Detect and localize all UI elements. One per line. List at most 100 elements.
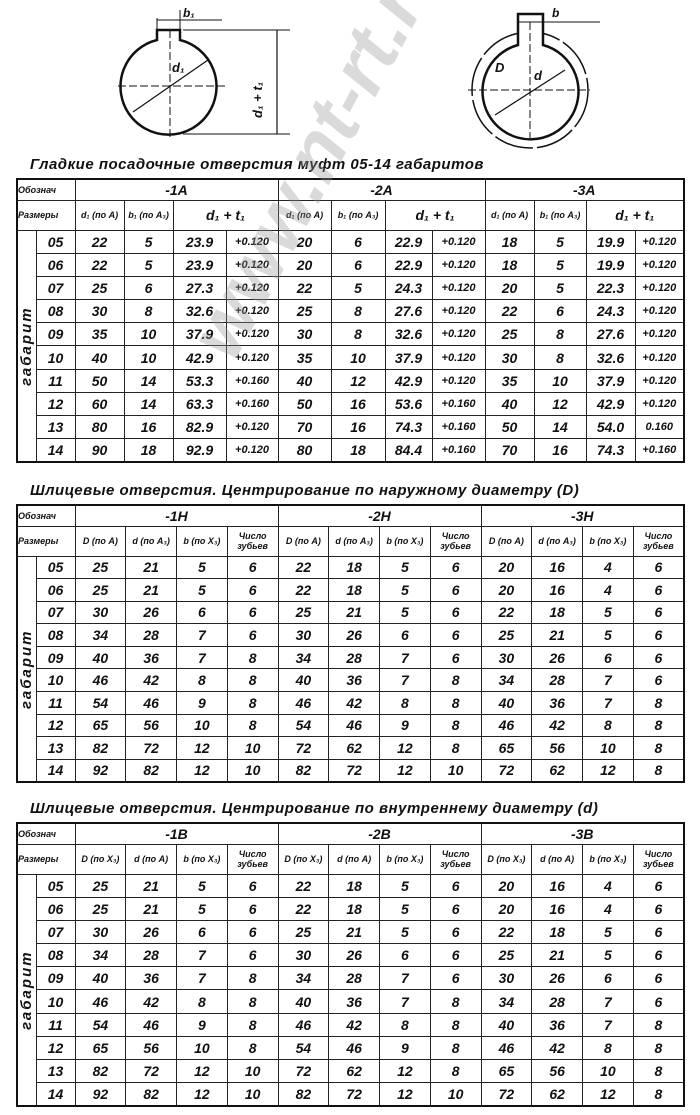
table-cell: 82 bbox=[74, 736, 127, 760]
sizes-header: Размеры bbox=[16, 843, 76, 875]
size-cell: 12 bbox=[35, 713, 76, 738]
table-cell: 9 bbox=[379, 713, 431, 738]
table-cell: +0.120 bbox=[634, 322, 685, 347]
table-cell: +0.120 bbox=[431, 252, 486, 277]
table-cell: 7 bbox=[582, 989, 634, 1014]
group-header: -1B bbox=[74, 822, 279, 845]
table-cell: 22 bbox=[277, 578, 330, 602]
table-cell: 7 bbox=[582, 691, 634, 715]
table-cell: 4 bbox=[582, 896, 634, 921]
table-cell: 4 bbox=[582, 873, 634, 898]
sizes-header: Размеры bbox=[16, 199, 76, 231]
table-cell: 23.9 bbox=[172, 229, 227, 254]
table-cell: 82 bbox=[74, 1058, 127, 1084]
table-row: габарит 05 22 5 23.9 +0.120 20 6 22.9 +0.120 18 5 19… bbox=[17, 229, 685, 462]
table-cell: 40 bbox=[74, 345, 125, 370]
table-cell: 18 bbox=[123, 438, 174, 463]
spline-inner-diameter-table: Обознач -1B -2B -3B Размеры D (по X₃) d (по A)… bbox=[16, 822, 686, 1107]
size-cell: 08 bbox=[35, 943, 76, 968]
table-cell: 74.3 bbox=[384, 414, 433, 440]
table-cell: 25 bbox=[74, 275, 125, 301]
table-cell: 6 bbox=[226, 943, 279, 968]
table-cell: 46 bbox=[480, 713, 533, 738]
table-cell: 12 bbox=[330, 368, 386, 393]
table-cell: 6 bbox=[429, 873, 482, 898]
table-cell: 16 bbox=[330, 414, 386, 440]
table-cell: 42 bbox=[531, 1035, 584, 1061]
table-cell: 34 bbox=[74, 623, 127, 647]
table-cell: 5 bbox=[123, 229, 174, 254]
table-cell: +0.120 bbox=[225, 414, 279, 440]
table-cell: 60 bbox=[74, 391, 125, 417]
table-cell: 12 bbox=[582, 1082, 634, 1107]
table-cell: +0.160 bbox=[431, 391, 486, 417]
table-cell: 8 bbox=[330, 322, 386, 347]
table-cell: 5 bbox=[379, 896, 431, 921]
table-cell: 5 bbox=[123, 252, 174, 277]
gabarit-label: габарит bbox=[17, 874, 36, 1106]
column-header: b (по X₃) bbox=[176, 843, 228, 875]
table-cell: 82 bbox=[125, 1082, 178, 1107]
table-cell: 12 bbox=[176, 1082, 228, 1107]
table-cell: 8 bbox=[379, 691, 431, 715]
table-cell: 9 bbox=[379, 1035, 431, 1061]
table-cell: 6 bbox=[379, 943, 431, 968]
table-cell: 72 bbox=[328, 758, 381, 783]
table-cell: 5 bbox=[379, 919, 431, 945]
table-row: 08 34 28 7 6 30 26 6 6 25 21 5 6 bbox=[17, 943, 685, 968]
table-row: 09 35 10 37.9 +0.120 30 8 32.6 +0.120 25 8 27.6 +0.1… bbox=[17, 322, 685, 347]
table-cell: 24.3 bbox=[384, 275, 433, 301]
table-cell: 6 bbox=[632, 623, 685, 647]
table-cell: +0.120 bbox=[634, 368, 685, 393]
table-cell: 20 bbox=[480, 578, 533, 602]
table-cell: 12 bbox=[176, 736, 228, 760]
table-cell: 18 bbox=[531, 919, 584, 945]
table-cell: 53.3 bbox=[172, 368, 227, 393]
table-cell: 16 bbox=[531, 578, 584, 602]
size-cell: 05 bbox=[35, 873, 76, 898]
column-header: b (по X₃) bbox=[379, 525, 431, 557]
table-cell: 92 bbox=[74, 1082, 127, 1107]
column-header: D (по A) bbox=[480, 525, 533, 557]
designation-header: Обознач bbox=[16, 504, 76, 527]
table-cell: 46 bbox=[125, 691, 178, 715]
size-cell: 07 bbox=[35, 919, 76, 945]
size-cell: 08 bbox=[35, 623, 76, 647]
table-cell: 4 bbox=[582, 555, 634, 580]
table-cell: 32.6 bbox=[384, 322, 433, 347]
table-cell: 6 bbox=[429, 966, 482, 991]
table-cell: 6 bbox=[632, 896, 685, 921]
table-cell: 7 bbox=[379, 645, 431, 670]
table-cell: 6 bbox=[632, 668, 685, 693]
table-cell: 8 bbox=[226, 668, 279, 693]
table-cell: 8 bbox=[226, 713, 279, 738]
table-cell: 54 bbox=[277, 713, 330, 738]
table-cell: 5 bbox=[533, 229, 587, 254]
table-row: 08 30 8 32.6 +0.120 25 8 27.6 +0.120 22 6 24.3 +0.12… bbox=[17, 299, 685, 324]
table-cell: 72 bbox=[277, 736, 330, 760]
table-cell: 19.9 bbox=[585, 229, 636, 254]
table-cell: 10 bbox=[123, 345, 174, 370]
table-cell: 5 bbox=[176, 578, 228, 602]
table-cell: 18 bbox=[484, 229, 535, 254]
size-cell: 07 bbox=[35, 600, 76, 625]
table-cell: 40 bbox=[484, 391, 535, 417]
table-cell: 6 bbox=[632, 989, 685, 1014]
table-cell: 42 bbox=[328, 1012, 381, 1037]
table-cell: 26 bbox=[531, 645, 584, 670]
table-cell: 50 bbox=[484, 414, 535, 440]
table-cell: 6 bbox=[226, 896, 279, 921]
table-cell: 28 bbox=[125, 623, 178, 647]
table-row: 10 46 42 8 8 40 36 7 8 34 28 7 6 bbox=[17, 989, 685, 1014]
table-cell: 21 bbox=[531, 623, 584, 647]
table-cell: 8 bbox=[226, 1035, 279, 1061]
table-cell: 8 bbox=[632, 1035, 685, 1061]
table-cell: 8 bbox=[582, 713, 634, 738]
table-cell: 22 bbox=[480, 600, 533, 625]
table-cell: +0.120 bbox=[225, 299, 279, 324]
table-cell: 65 bbox=[74, 1035, 127, 1061]
table-cell: 74.3 bbox=[585, 438, 636, 463]
table-cell: 80 bbox=[277, 438, 332, 463]
group-header: -3B bbox=[480, 822, 685, 845]
table-cell: 46 bbox=[277, 1012, 330, 1037]
